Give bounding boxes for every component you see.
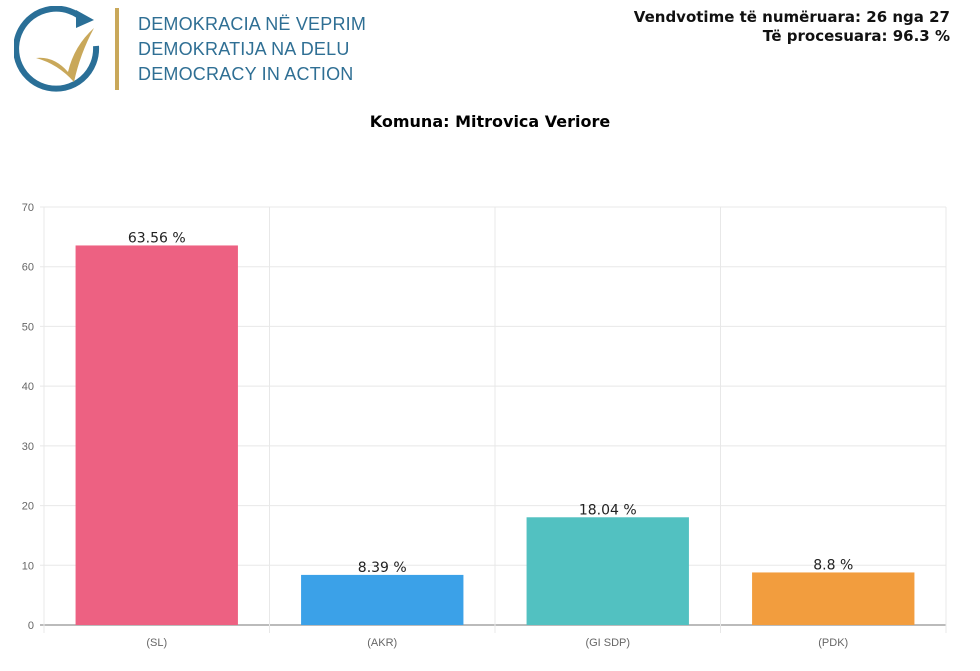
logo-line: DEMOKRACIA NË VEPRIM <box>138 14 367 34</box>
bar <box>526 517 689 625</box>
data-label: 8.8 % <box>813 557 853 573</box>
processed-percent: Të procesuara: 96.3 % <box>762 27 950 45</box>
x-tick-label: (GI SDP) <box>585 637 630 649</box>
data-label: 18.04 % <box>579 502 637 518</box>
bar-chart: 0 10 20 30 40 50 60 70 63.56 % (SL) 8.39 % (AKR) 18.… <box>22 202 947 649</box>
y-tick-label: 60 <box>22 262 34 274</box>
y-tick-label: 20 <box>22 501 34 513</box>
bar <box>752 572 915 625</box>
logo-line: DEMOCRACY IN ACTION <box>138 64 354 84</box>
y-tick-label: 70 <box>22 202 34 214</box>
y-tick-label: 10 <box>22 560 34 572</box>
bar <box>301 574 464 625</box>
y-tick-label: 30 <box>22 441 34 453</box>
y-tick-label: 50 <box>22 321 34 333</box>
x-tick-label: (AKR) <box>367 637 397 649</box>
x-tick-label: (SL) <box>146 637 167 649</box>
y-tick-label: 40 <box>22 381 34 393</box>
data-label: 63.56 % <box>128 230 186 246</box>
y-tick-label: 0 <box>28 620 34 632</box>
bar <box>75 245 238 625</box>
status-panel: Vendvotime të numëruara: 26 nga 27 Të pr… <box>634 8 950 46</box>
logo-divider <box>115 8 119 90</box>
counted-stations: Vendvotime të numëruara: 26 nga 27 <box>633 8 950 26</box>
chart-title: Komuna: Mitrovica Veriore <box>369 112 611 131</box>
x-tick-label: (PDK) <box>818 637 848 649</box>
logo-line: DEMOKRATIJA NA DELU <box>138 39 350 59</box>
data-label: 8.39 % <box>358 560 407 576</box>
logo-check-icon <box>14 6 100 92</box>
